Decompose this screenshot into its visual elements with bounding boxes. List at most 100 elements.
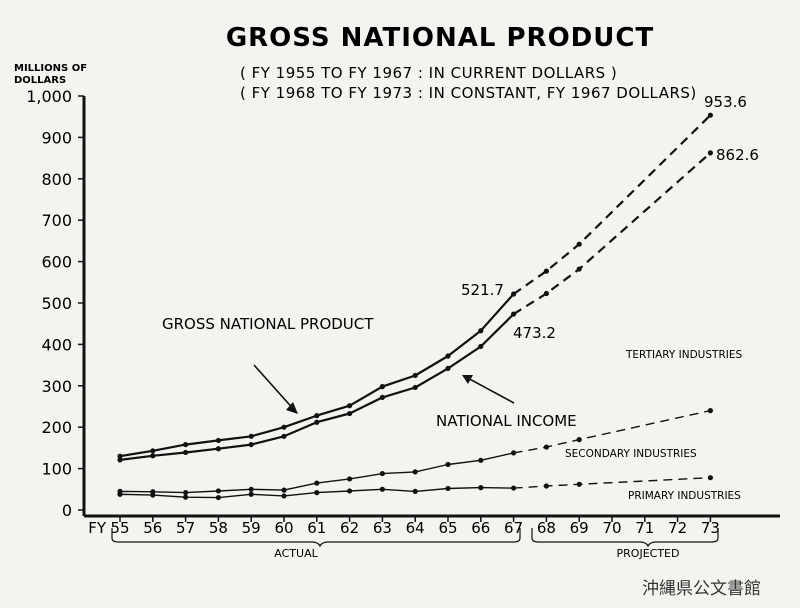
point-gross-national-product-7 <box>347 403 353 409</box>
point-primary-industries-0 <box>117 491 123 497</box>
arrow-ni <box>463 375 515 404</box>
point-primary-industries-2 <box>183 494 189 500</box>
point-secondary-industries-2 <box>183 490 189 496</box>
label-secondary-industries: SECONDARY INDUSTRIES <box>565 448 697 460</box>
projected-brace <box>531 528 719 548</box>
point-primary-industries-11 <box>478 485 484 491</box>
point-national-income-7 <box>347 410 353 417</box>
point-national-income-8 <box>379 394 385 400</box>
point-national-income-1 <box>150 453 156 459</box>
point-gross-national-product-2 <box>183 441 189 448</box>
point-national-income-12 <box>510 311 517 317</box>
point-primary-industries-12 <box>510 485 517 491</box>
point-secondary-industries-12 <box>510 450 517 456</box>
y-tick-label-1: 100 <box>41 460 72 479</box>
period-braces: ACTUAL PROJECTED <box>111 528 719 560</box>
point-gross-national-product-1 <box>150 448 156 454</box>
y-tick-label-2: 200 <box>41 418 72 437</box>
series-projected-line-gross-national-product <box>512 114 712 295</box>
point-gross-national-product-3 <box>215 437 221 444</box>
label-national-income: NATIONAL INCOME <box>436 412 577 430</box>
pointer-arrows <box>253 364 515 414</box>
point-national-income-3 <box>215 446 221 452</box>
y-tick-label-0: 0 <box>62 501 72 520</box>
point-primary-industries-10 <box>445 485 451 492</box>
arrow-gnp-head <box>286 402 298 414</box>
point-primary-industries-9 <box>412 488 418 494</box>
x-tick-label-16: 71 <box>635 519 654 537</box>
point-national-income-4 <box>248 441 254 448</box>
period-label-actual: ACTUAL <box>274 547 318 560</box>
x-tick-label-0: 55 <box>110 519 129 537</box>
chart-title: GROSS NATIONAL PRODUCT <box>226 23 654 53</box>
y-tick-label-10: 1,000 <box>26 87 72 106</box>
point-primary-industries-7 <box>347 488 353 494</box>
x-tick-label-18: 73 <box>701 519 720 537</box>
point-primary-industries-5 <box>281 493 287 499</box>
point-national-income-2 <box>183 449 189 456</box>
point-gross-national-product-5 <box>281 424 287 430</box>
point-primary-industries-18 <box>707 475 714 481</box>
point-secondary-industries-5 <box>281 487 287 493</box>
x-tick-label-9: 64 <box>406 519 425 537</box>
point-primary-industries-1 <box>150 492 156 498</box>
label-primary-industries: PRIMARY INDUSTRIES <box>628 490 741 502</box>
chart-subtitle-line-1: ( FY 1955 TO FY 1967 : IN CURRENT DOLLAR… <box>240 64 617 82</box>
x-tick-label-1: 56 <box>143 519 162 537</box>
y-tick-label-7: 700 <box>41 211 72 230</box>
value-label-gnp-1967: 521.7 <box>461 281 504 299</box>
point-secondary-industries-9 <box>412 469 418 475</box>
y-tick-label-5: 500 <box>41 294 72 313</box>
x-tick-label-6: 61 <box>307 519 326 537</box>
y-tick-label-4: 400 <box>41 335 72 354</box>
point-primary-industries-6 <box>314 490 320 496</box>
x-tick-label-5: 60 <box>274 519 293 537</box>
label-gross-national-product: GROSS NATIONAL PRODUCT <box>162 315 374 333</box>
value-label-gnp-1973: 953.6 <box>704 93 747 111</box>
point-primary-industries-14 <box>576 481 582 487</box>
arrow-ni-head <box>462 375 473 384</box>
point-primary-industries-3 <box>215 494 221 501</box>
point-national-income-10 <box>445 365 451 372</box>
series-actual-line-secondary-industries <box>119 452 514 494</box>
point-secondary-industries-6 <box>314 480 320 486</box>
point-secondary-industries-3 <box>215 488 221 494</box>
archive-watermark: 沖縄県公文書館 <box>642 579 761 599</box>
x-tick-label-10: 65 <box>438 519 457 537</box>
point-secondary-industries-14 <box>576 437 582 443</box>
point-primary-industries-4 <box>248 491 254 497</box>
point-gross-national-product-6 <box>314 413 320 419</box>
value-label-ni-1967: 473.2 <box>513 324 556 342</box>
arrow-gnp <box>253 364 297 413</box>
point-secondary-industries-8 <box>379 470 385 477</box>
actual-brace <box>111 528 521 548</box>
x-ticks: FY 55 56 57 58 59 60 61 62 63 64 65 66 67 68 69 70 71 72 73 <box>88 516 720 537</box>
point-gross-national-product-0 <box>117 453 123 459</box>
y-axis-label-line-1: MILLIONS OF <box>14 63 87 74</box>
series-projected-line-national-income <box>513 152 712 316</box>
x-tick-label-8: 63 <box>373 519 392 537</box>
point-national-income-5 <box>281 433 287 439</box>
point-national-income-9 <box>412 384 418 391</box>
point-national-income-18 <box>707 150 714 156</box>
series-projected-line-secondary-industries <box>513 409 711 454</box>
series-actual-line-national-income <box>119 313 515 461</box>
point-gross-national-product-13 <box>543 268 550 274</box>
point-primary-industries-8 <box>379 486 385 492</box>
point-national-income-0 <box>117 457 123 463</box>
y-ticks: 0 100 200 300 400 500 600 700 800 900 1,000 <box>26 87 84 520</box>
point-secondary-industries-13 <box>543 444 550 450</box>
x-tick-label-15: 70 <box>602 519 621 537</box>
chart-subtitle-line-2: ( FY 1968 TO FY 1973 : IN CONSTANT, FY 1… <box>240 84 697 102</box>
point-secondary-industries-10 <box>445 461 451 468</box>
point-secondary-industries-4 <box>248 486 254 492</box>
x-tick-label-7: 62 <box>340 519 359 537</box>
x-tick-label-12: 67 <box>504 519 523 537</box>
value-label-ni-1973: 862.6 <box>716 146 759 164</box>
point-gross-national-product-12 <box>510 291 517 297</box>
point-gross-national-product-10 <box>445 353 451 359</box>
point-secondary-industries-11 <box>478 457 484 463</box>
point-primary-industries-13 <box>543 483 550 489</box>
y-axis-label-line-2: DOLLARS <box>14 75 66 86</box>
